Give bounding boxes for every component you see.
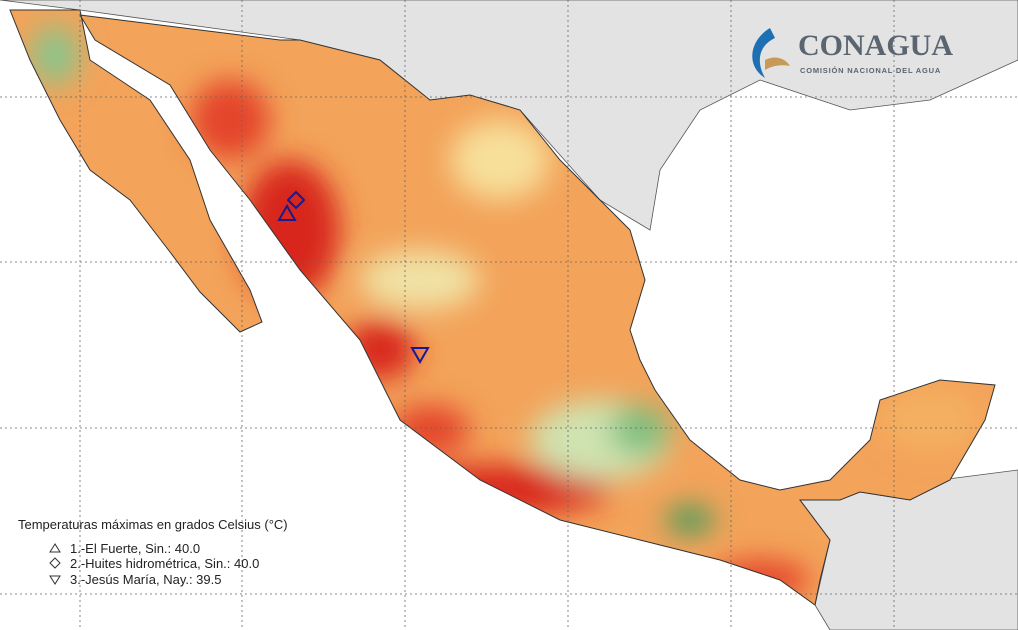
- marker-diamond: [286, 190, 306, 210]
- warm-area: [880, 390, 980, 450]
- logo-subtitle: COMISIÓN NACIONAL DEL AGUA: [800, 66, 941, 75]
- country-outline: [9, 9, 996, 606]
- station-markers: [277, 190, 430, 365]
- logo-icon: [765, 57, 790, 70]
- hot-area: [190, 80, 270, 160]
- logo: CONAGUA COMISIÓN NACIONAL DEL AGUA: [752, 28, 953, 78]
- legend-symbol: [49, 557, 61, 569]
- marker-inverted-triangle: [410, 347, 430, 365]
- marker-triangle: [277, 203, 297, 221]
- mild-area: [450, 120, 550, 200]
- mild-area: [360, 250, 480, 310]
- logo-name: CONAGUA: [798, 29, 953, 62]
- logo-icon: [752, 28, 775, 78]
- cool-area: [665, 505, 715, 535]
- legend-entry: 1.-El Fuerte, Sin.: 40.0: [70, 541, 200, 556]
- legend-title: Temperaturas máximas en grados Celsius (…: [18, 517, 288, 532]
- legend: Temperaturas máximas en grados Celsius (…: [18, 517, 288, 587]
- cool-area: [30, 25, 80, 85]
- legend-symbol: [49, 575, 61, 585]
- legend-entry: 2.-Huites hidrométrica, Sin.: 40.0: [70, 556, 259, 571]
- legend-entry: 3.-Jesús María, Nay.: 39.5: [70, 572, 222, 587]
- cool-area: [610, 405, 670, 455]
- legend-symbol: [49, 543, 61, 553]
